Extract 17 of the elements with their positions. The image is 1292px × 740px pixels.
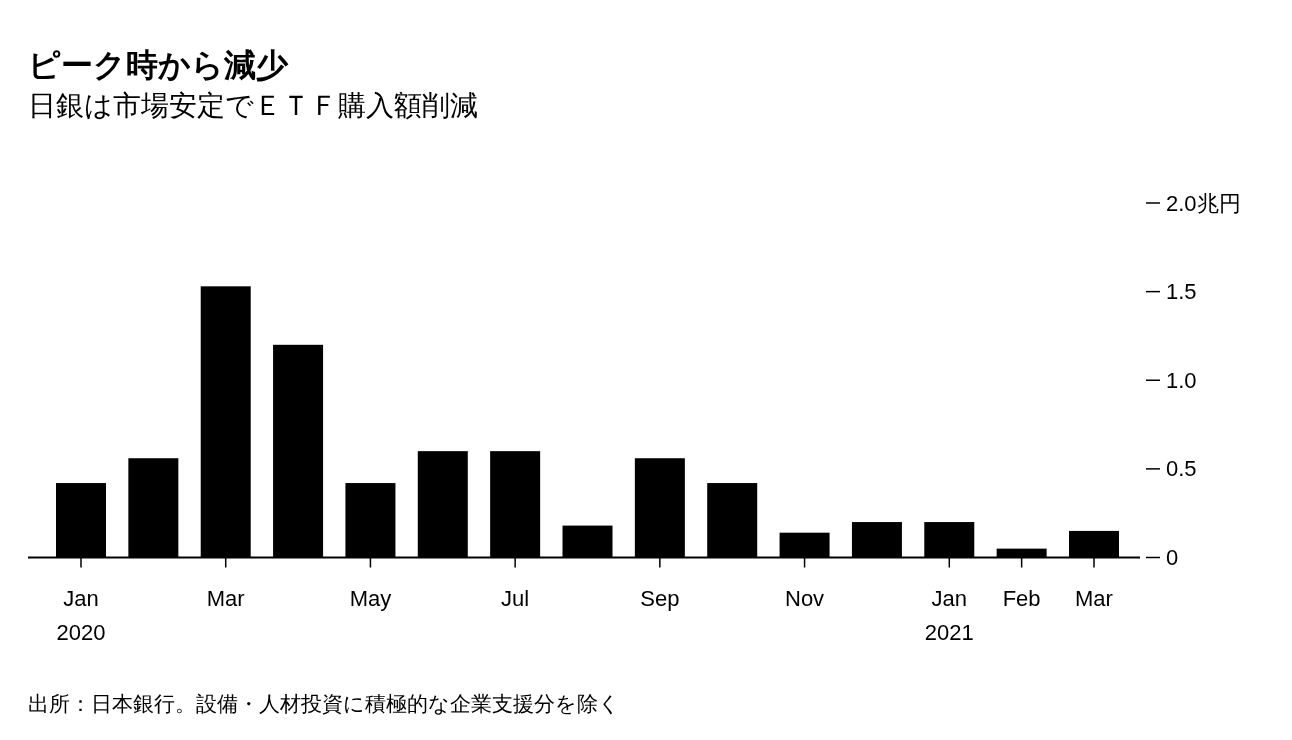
y-tick-label: 1.5	[1166, 279, 1197, 305]
x-tick-label: Mar	[206, 586, 245, 611]
x-tick-label: Mar	[1075, 586, 1113, 611]
x-tick-label: Jan 2021	[924, 586, 974, 645]
x-tick-label: Feb	[1002, 586, 1041, 611]
x-tick-label: Nov	[785, 586, 825, 611]
y-tick-label: 1.0	[1166, 367, 1197, 393]
x-tick-label: May	[349, 586, 392, 611]
chart-title: ピーク時から減少	[28, 47, 289, 83]
y-tick-label: 0	[1166, 545, 1179, 570]
y-tick-label: 2.0兆円	[1166, 190, 1241, 216]
text: 出所：日本銀行。設備・人材投資に積極的な企業支援分を除く	[28, 692, 620, 715]
chart-subtitle: 日銀は市場安定でＥＴＦ購入額削減	[28, 90, 478, 121]
x-tick-label: Sep	[640, 586, 680, 611]
y-tick-label: 0.5	[1166, 456, 1197, 482]
x-tick-label: Jul	[501, 586, 530, 611]
x-tick-label: Jan 2020	[56, 586, 106, 645]
